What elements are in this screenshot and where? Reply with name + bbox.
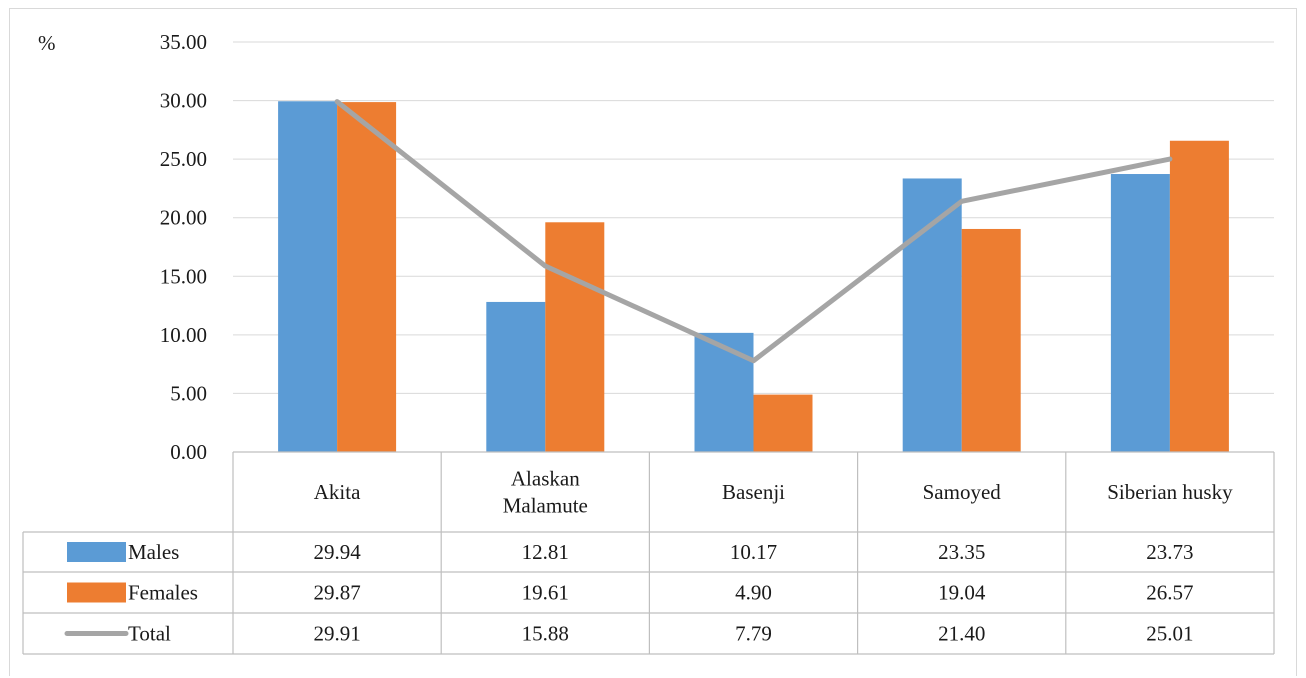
bar-females-1 <box>545 222 605 452</box>
table-cell-males: 23.35 <box>938 540 985 564</box>
table-cell-total: 15.88 <box>522 622 569 646</box>
bar-males-1 <box>486 301 546 452</box>
y-tick-label: 15.00 <box>160 264 207 288</box>
y-tick-label: 25.00 <box>160 147 207 171</box>
category-label: Akita <box>314 480 361 504</box>
y-tick-label: 10.00 <box>160 323 207 347</box>
bar-males-4 <box>1110 174 1170 452</box>
category-label: Malamute <box>503 494 588 518</box>
table-cell-females: 4.90 <box>735 581 772 605</box>
y-tick-label: 0.00 <box>170 440 207 464</box>
table-cell-females: 19.61 <box>522 581 569 605</box>
table-cell-females: 19.04 <box>938 581 986 605</box>
category-label: Basenji <box>722 480 785 504</box>
table-cell-total: 21.40 <box>938 622 985 646</box>
bar-females-3 <box>961 228 1021 452</box>
data-table: Akita Alaskan Malamute Basenji Samoyed Siberi… <box>22 451 1275 655</box>
table-cell-males: 23.73 <box>1146 540 1193 564</box>
category-label: Siberian husky <box>1107 480 1233 504</box>
line-total <box>334 99 1173 364</box>
y-tick-label: 20.00 <box>160 206 207 230</box>
bar-females-2 <box>753 394 813 452</box>
table-cell-females: 29.87 <box>313 581 360 605</box>
legend-key-males <box>67 542 126 562</box>
y-unit-label: % <box>38 31 56 55</box>
table-cell-total: 7.79 <box>735 622 772 646</box>
total-line <box>334 99 1173 364</box>
category-label: Alaskan <box>511 467 580 491</box>
chart-frame <box>9 8 1297 676</box>
table-cell-total: 29.91 <box>313 622 360 646</box>
legend-label-females: Females <box>128 581 198 605</box>
y-tick-label: 5.00 <box>170 381 207 405</box>
bar-females-4 <box>1169 140 1229 452</box>
legend-label-males: Males <box>128 540 179 564</box>
bar-males-2 <box>694 332 754 452</box>
legend-key-females <box>67 582 126 603</box>
table-cell-total: 25.01 <box>1146 622 1193 646</box>
table-cell-males: 10.17 <box>730 540 777 564</box>
table-cell-males: 12.81 <box>522 540 569 564</box>
category-label: Samoyed <box>923 480 1002 504</box>
bar-females-0 <box>337 102 397 452</box>
y-tick-label: 30.00 <box>160 89 207 113</box>
y-tick-label: 35.00 <box>160 30 207 54</box>
legend-label-total: Total <box>128 622 171 646</box>
bar-males-3 <box>902 178 962 452</box>
bars <box>278 101 1229 452</box>
bar-males-0 <box>278 101 338 452</box>
table-cell-females: 26.57 <box>1146 581 1193 605</box>
y-tick-labels: 0.00 5.00 10.00 15.00 20.00 25.00 30.00 35.00 <box>160 30 207 464</box>
table-cell-males: 29.94 <box>313 540 361 564</box>
